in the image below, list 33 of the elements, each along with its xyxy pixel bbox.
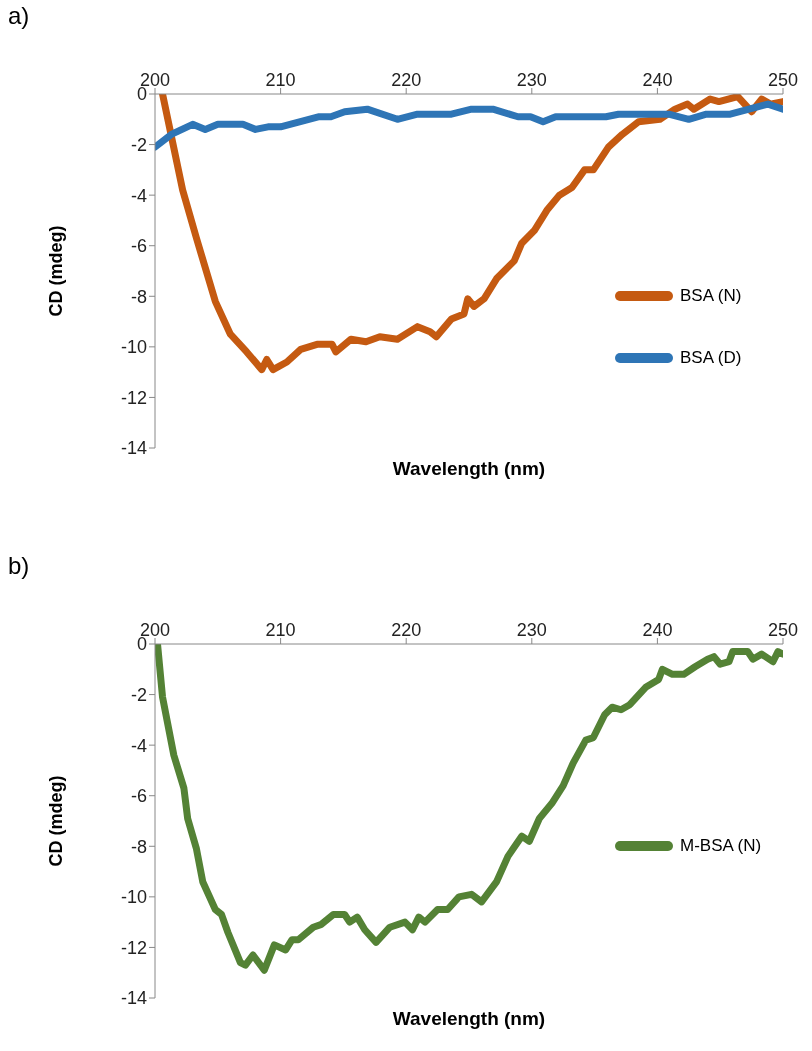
legend-label: BSA (N)	[680, 286, 742, 306]
y-axis-title: CD (mdeg)	[46, 225, 67, 317]
y-tick-label: -4	[130, 185, 147, 206]
y-tick-label: -8	[130, 836, 147, 857]
legend-label: BSA (D)	[680, 348, 742, 368]
x-tick-label: 240	[642, 620, 673, 640]
x-tick-label: 210	[265, 620, 296, 640]
x-tick-label: 220	[391, 620, 422, 640]
y-tick-label: -10	[120, 337, 147, 358]
x-tick-label: 230	[516, 70, 547, 90]
y-tick-label: -4	[130, 735, 147, 756]
text: a)	[8, 2, 30, 30]
x-tick-label: 240	[642, 70, 673, 90]
y-tick-label: -12	[120, 937, 147, 958]
y-tick-label: -2	[130, 684, 147, 705]
y-tick-label: -14	[120, 988, 147, 1009]
text: b)	[8, 552, 30, 580]
y-tick-label: -8	[130, 286, 147, 307]
y-tick-label: -2	[130, 134, 147, 155]
y-tick-label: -6	[130, 786, 147, 807]
y-tick-label: -10	[120, 887, 147, 908]
x-axis-title: Wavelength (nm)	[391, 458, 547, 480]
x-tick-label: 220	[391, 70, 422, 90]
x-tick-label: 230	[516, 620, 547, 640]
x-tick-label: 250	[767, 620, 799, 640]
y-axis-title: CD (mdeg)	[46, 775, 67, 867]
legend-label: M-BSA (N)	[680, 836, 762, 856]
y-tick-label: -6	[130, 236, 147, 257]
y-tick-label: -12	[120, 387, 147, 408]
x-tick-label: 210	[265, 70, 296, 90]
y-tick-label: -14	[120, 438, 147, 459]
x-axis-title: Wavelength (nm)	[391, 1008, 547, 1030]
x-tick-label: 250	[767, 70, 799, 90]
